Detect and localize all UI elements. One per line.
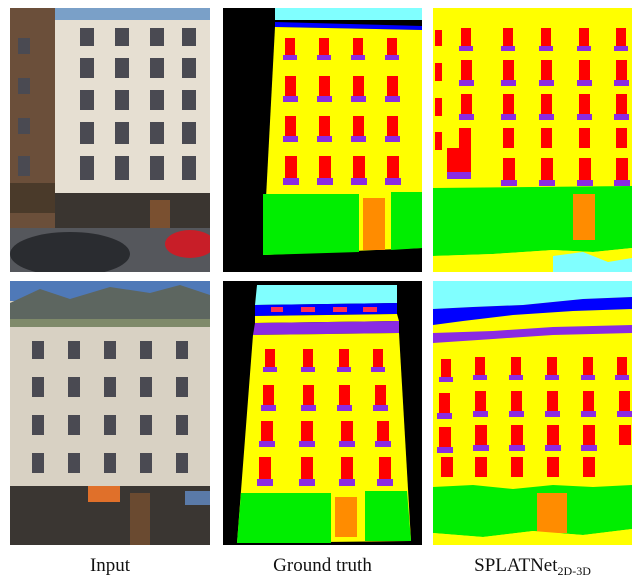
- caption-ground-truth-text: Ground truth: [273, 555, 372, 576]
- input-photo-top: [10, 8, 210, 272]
- ground-truth-label-map-top: [223, 8, 422, 272]
- caption-method-name: SPLATNet: [474, 555, 558, 576]
- caption-input: Input: [10, 555, 210, 577]
- input-photo-bottom: [10, 281, 210, 545]
- caption-ground-truth: Ground truth: [223, 555, 422, 577]
- prediction-label-map-bottom: [433, 281, 632, 545]
- ground-truth-label-map-bottom: [223, 281, 422, 545]
- caption-method-subscript: 2D-3D: [557, 564, 591, 578]
- caption-method: SPLATNet2D-3D: [433, 555, 632, 579]
- caption-input-text: Input: [89, 555, 131, 576]
- prediction-label-map-top: [433, 8, 632, 272]
